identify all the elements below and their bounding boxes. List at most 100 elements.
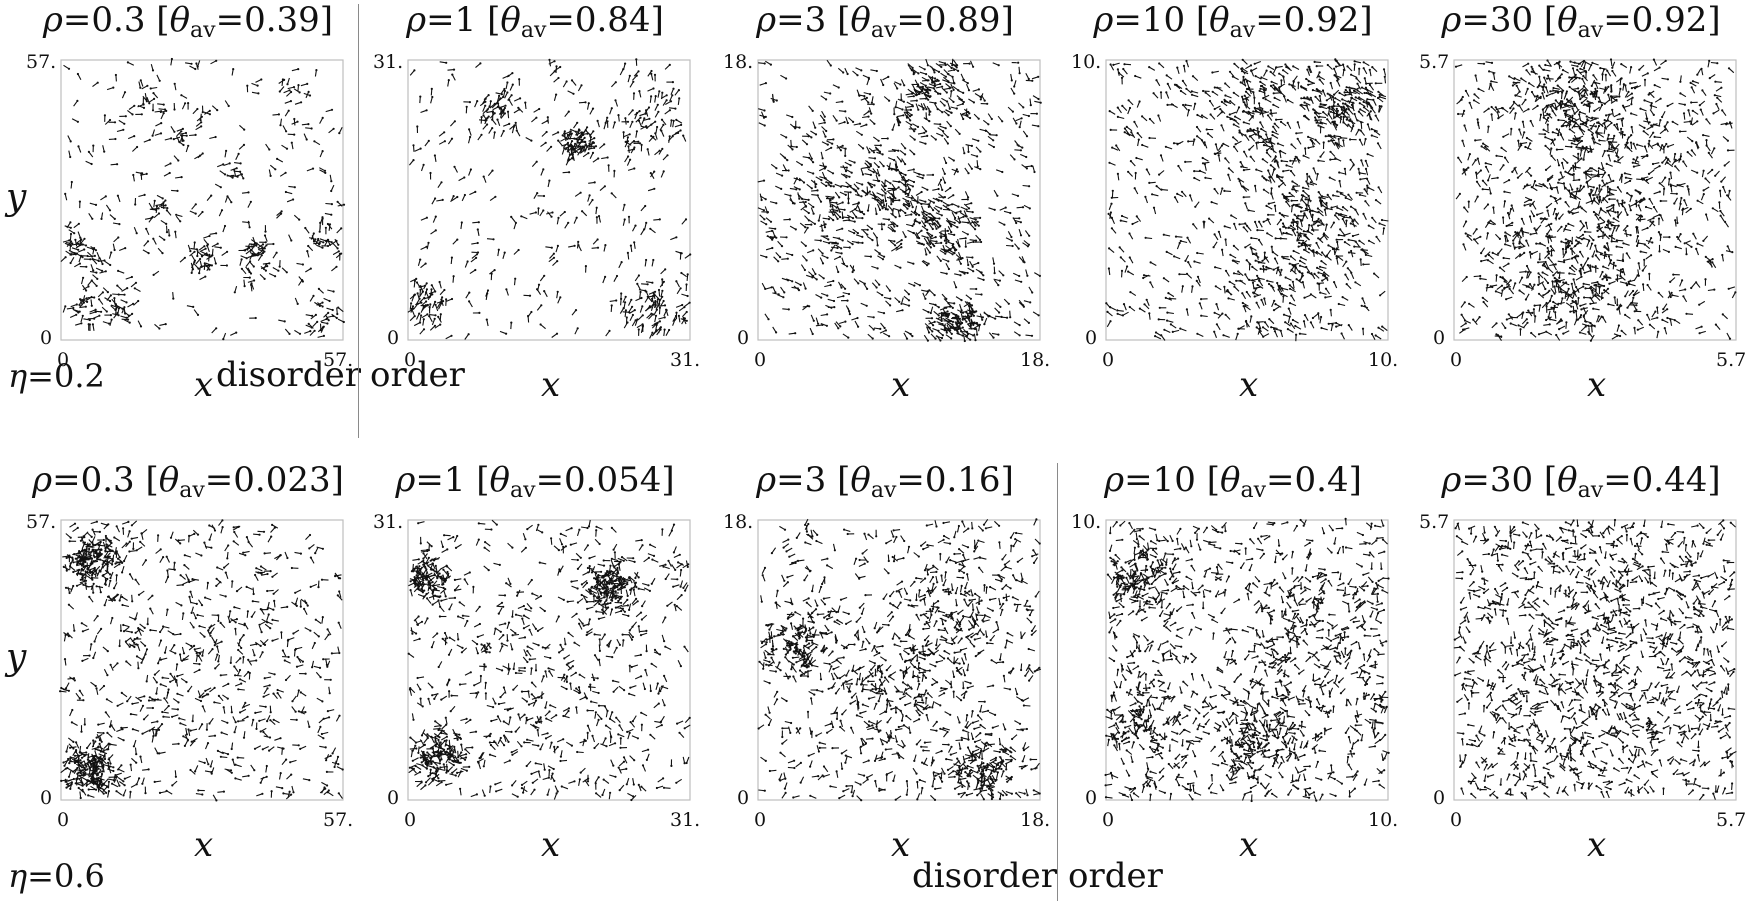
particle-arrow-head [1224,269,1228,272]
particle-arrow-head [311,167,315,170]
particle-arrow-head [950,231,953,234]
particle-arrow-head [651,331,654,334]
particle-arrow-head [797,289,801,292]
particle-arrow-head [962,215,965,218]
particle-arrow-head [972,323,975,326]
particle-arrow-head [336,247,339,250]
phase-divider-row-1 [358,4,359,438]
particle-arrow-head [214,262,217,265]
particle-arrow-head [246,248,249,251]
particle-arrow-head [893,159,896,162]
particle-arrow-head [592,130,595,133]
particle-arrow-head [1279,120,1283,123]
particle-arrow-head [980,293,983,296]
particle-arrow-head [929,236,932,239]
particle-arrow-head [439,313,442,316]
particle-arrow-head [969,338,972,341]
particle-arrow-head [1181,79,1184,82]
particle-arrow-head [314,238,317,241]
particle-arrow-head [977,88,980,91]
particle-arrow-head [456,238,459,241]
particle-arrow-head [832,279,835,283]
particle-arrow-head [953,252,956,255]
particle-arrow-head [947,207,950,210]
particle-arrow-head [1290,294,1293,297]
particle-arrow-head [928,113,931,116]
particle-arrow-head [810,136,813,139]
particle-arrow-head [487,94,490,97]
particle-arrow-head [293,133,296,136]
particle-arrow-head [570,79,574,82]
particle-arrow-head [831,142,834,145]
particle-arrow-head [317,287,320,290]
particle-arrow-head [970,327,973,330]
particle-arrow-head [633,309,636,312]
particle-arrow-head [493,131,496,134]
particle-arrow-head [253,279,256,282]
particle-arrow-head [675,280,678,283]
particle-arrow-head [671,135,674,138]
particle-arrow-head [1303,214,1306,217]
particle-arrow-head [817,322,820,325]
particle-arrow-head [1268,318,1271,321]
particle-arrow-head [290,90,293,94]
particle-arrow-head [1019,221,1022,224]
particle-arrow-head [567,221,570,224]
particle-arrow-head [1111,146,1114,149]
particle-arrow-head [614,99,617,102]
y-tick-max: 18. [723,51,754,73]
particle-arrow-head [1120,214,1124,218]
particle-arrow-head [900,302,903,305]
particle-arrow-head [945,250,948,253]
particle-arrow-head [881,194,884,197]
particle-arrow-head [1017,247,1020,250]
particle-arrow-head [198,272,201,275]
particle-arrow-head [469,168,472,171]
particle-arrow-head [937,187,940,191]
particle-arrow-head [1297,214,1300,217]
panel-1-4: ρ=10 [θav=0.92] 10. 0 0 10. x [1053,0,1398,440]
particle-arrow-head [659,328,662,331]
particle-arrow-head [863,213,866,216]
particle-arrow-head [447,79,450,82]
particle-arrow-head [76,99,79,102]
particle-arrow-head [568,153,571,156]
particle-arrow-head [653,73,657,76]
particle-arrow-head [846,265,849,268]
particle-arrow-head [951,253,954,256]
particle-arrow-head [636,318,639,321]
particle-arrow-head [1336,240,1339,244]
particle-arrow-head [973,311,976,314]
particle-arrow-head [998,279,1001,282]
particle-arrow-head [223,173,227,176]
particle-arrow-head [219,246,222,249]
particle-arrow-head [941,188,944,191]
particle-arrow-head [846,121,849,125]
particle-arrow-head [1364,167,1368,170]
particle-arrow-head [69,243,72,247]
particle-arrow-head [1274,303,1277,306]
particle-arrow-head [639,116,642,119]
particle-arrow-head [98,314,101,317]
particle-arrow-head [966,233,969,236]
particle-arrow-head [847,202,850,205]
particle-arrow-head [193,250,196,253]
particle-arrow-head [496,105,499,108]
particle-arrow-head [1306,172,1309,176]
particle-arrow-head [487,115,490,118]
particle-arrow-head [484,100,487,103]
particle-arrow-head [1259,87,1262,90]
particle-arrow-head [1367,186,1370,189]
particle-arrow-head [961,326,964,329]
particle-arrow-head [275,251,278,254]
particle-arrow-head [656,125,659,129]
particle-arrow-head [86,254,89,258]
particle-arrow-head [764,287,767,290]
particle-arrow-head [770,286,773,289]
particle-arrow-head [765,256,768,259]
particle-arrow-head [632,80,635,83]
particle-arrow-head [970,202,973,205]
particle-arrow-head [82,276,85,279]
particle-arrow-head [774,227,777,230]
particle-arrow-head [1164,145,1167,148]
